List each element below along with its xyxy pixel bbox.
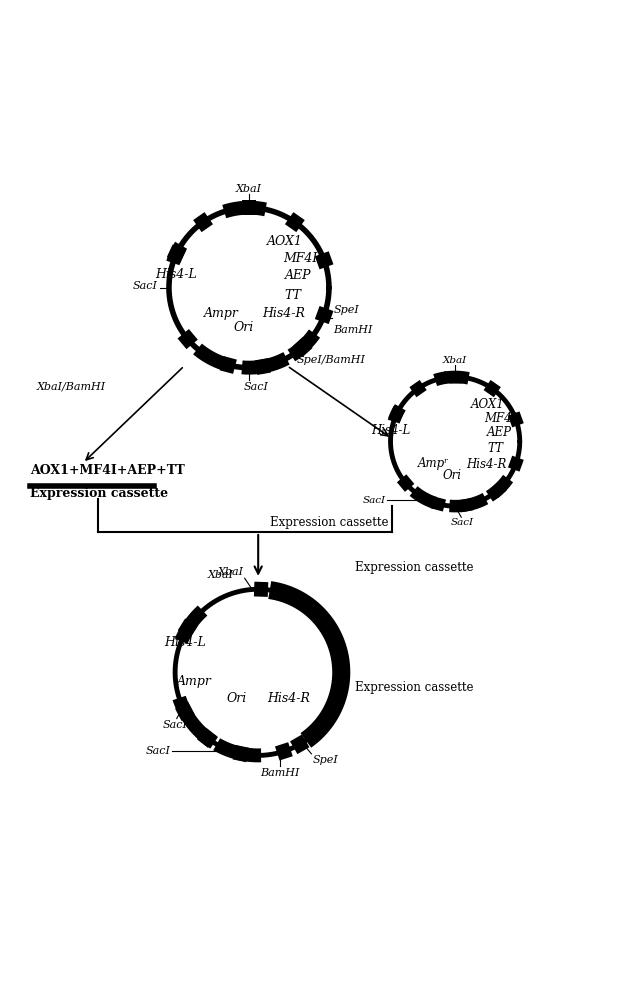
Text: SacI: SacI — [133, 281, 158, 291]
Text: His4-R: His4-R — [466, 458, 507, 471]
Text: XbaI: XbaI — [217, 567, 243, 577]
Text: SacI: SacI — [451, 518, 474, 527]
Text: Expression cassette: Expression cassette — [355, 561, 473, 574]
Text: XbaI/BamHI: XbaI/BamHI — [37, 381, 106, 391]
Text: Ori: Ori — [234, 321, 254, 334]
Text: SpeI: SpeI — [333, 305, 360, 315]
Text: AEP: AEP — [487, 426, 512, 439]
Text: Expression cassette: Expression cassette — [30, 487, 168, 500]
Text: MF4I: MF4I — [484, 412, 517, 425]
Text: Ampr: Ampr — [204, 307, 238, 320]
Text: Expression cassette: Expression cassette — [355, 681, 473, 694]
Text: AOX1: AOX1 — [268, 235, 303, 248]
Text: His4-R: His4-R — [263, 307, 306, 320]
Text: BamHI: BamHI — [260, 768, 299, 778]
Text: SpeI: SpeI — [313, 755, 338, 765]
Text: BamHI: BamHI — [333, 325, 373, 335]
Text: Ampʳ: Ampʳ — [418, 457, 449, 470]
Text: SacI: SacI — [163, 720, 188, 730]
Text: XbaI: XbaI — [236, 184, 262, 194]
Text: SacI: SacI — [363, 496, 386, 505]
Text: XbaI: XbaI — [207, 570, 233, 580]
Text: His4-L: His4-L — [155, 268, 197, 281]
Text: Expression cassette: Expression cassette — [271, 516, 389, 529]
Text: TT: TT — [284, 289, 302, 302]
Text: Ori: Ori — [443, 469, 461, 482]
Text: MF4I: MF4I — [283, 252, 317, 265]
Text: SacI: SacI — [145, 746, 170, 756]
Text: SpeI/BamHI: SpeI/BamHI — [297, 355, 366, 365]
Text: AOX1: AOX1 — [471, 398, 504, 411]
Text: His4-L: His4-L — [371, 424, 411, 437]
Text: TT: TT — [487, 442, 503, 455]
Text: His4-R: His4-R — [268, 692, 310, 705]
Text: SacI: SacI — [244, 382, 269, 392]
Text: Ampr: Ampr — [177, 675, 212, 688]
Text: Ori: Ori — [227, 692, 247, 705]
Text: AOX1+MF4I+AEP+TT: AOX1+MF4I+AEP+TT — [30, 464, 185, 477]
Text: XbaI: XbaI — [443, 356, 467, 365]
Text: His4-L: His4-L — [164, 636, 206, 649]
Text: AEP: AEP — [284, 269, 311, 282]
